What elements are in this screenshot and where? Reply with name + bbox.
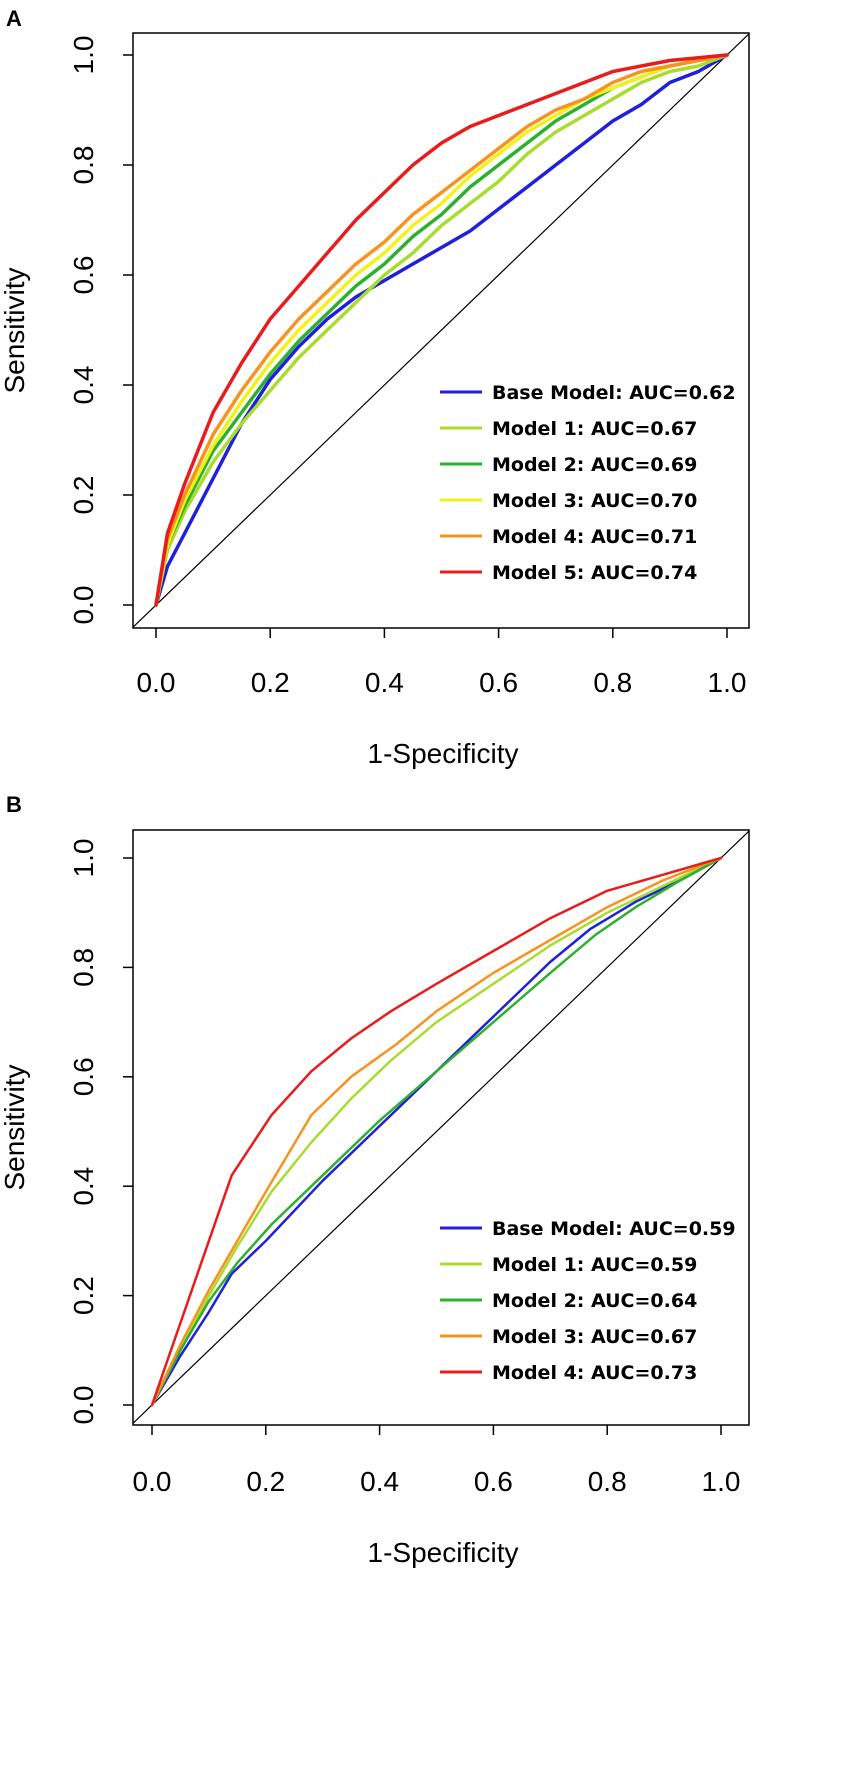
- x-tick-label: 0.4: [360, 1466, 399, 1497]
- y-axis-title: Sensitivity: [0, 1064, 30, 1190]
- legend-entry: Base Model: AUC=0.62: [492, 382, 736, 404]
- x-tick-label: 0.0: [137, 667, 176, 698]
- y-tick-label: 0.2: [68, 476, 99, 515]
- y-axis-title: Sensitivity: [0, 267, 30, 393]
- y-tick-label: 0.8: [68, 146, 99, 185]
- x-axis-title: 1-Specificity: [368, 738, 519, 769]
- panel-label: A: [6, 6, 22, 31]
- diagonal-reference-line: [132, 33, 750, 628]
- x-tick-label: 0.6: [479, 667, 518, 698]
- legend-entry: Model 1: AUC=0.59: [492, 1254, 697, 1276]
- panel-label: B: [6, 792, 22, 817]
- roc-curve-model-4: [150, 856, 723, 1407]
- legend-entry: Model 5: AUC=0.74: [492, 562, 697, 584]
- x-tick-label: 0.2: [251, 667, 290, 698]
- y-tick-label: 0.4: [68, 366, 99, 405]
- y-tick-label: 0.6: [68, 1057, 99, 1096]
- y-tick-label: 0.6: [68, 256, 99, 295]
- roc-curve-model-4: [154, 53, 729, 607]
- x-tick-label: 0.4: [365, 667, 404, 698]
- roc-curve-model-2: [150, 856, 723, 1407]
- x-tick-label: 1.0: [702, 1466, 741, 1497]
- x-tick-label: 0.0: [133, 1466, 172, 1497]
- x-tick-label: 0.2: [246, 1466, 285, 1497]
- plot-frame: [132, 829, 750, 1426]
- roc-curve-model-1: [150, 856, 723, 1407]
- x-tick-label: 0.8: [588, 1466, 627, 1497]
- legend-entry: Base Model: AUC=0.59: [492, 1218, 736, 1240]
- legend-entry: Model 3: AUC=0.70: [492, 490, 697, 512]
- roc-curve-base-model: [154, 53, 729, 607]
- legend-entry: Model 4: AUC=0.71: [492, 526, 697, 548]
- roc-curve-model-3: [154, 53, 729, 607]
- legend: Base Model: AUC=0.62 Model 1: AUC=0.67 Mod…: [440, 382, 736, 584]
- y-tick-label: 0.0: [68, 1386, 99, 1425]
- y-tick-label: 1.0: [68, 36, 99, 75]
- plot-frame: [132, 32, 750, 629]
- roc-curve-base-model: [150, 856, 723, 1407]
- roc-curve-model-1: [154, 53, 729, 607]
- y-tick-label: 0.8: [68, 948, 99, 987]
- diagonal-reference-line: [132, 830, 750, 1424]
- legend-entry: Model 2: AUC=0.64: [492, 1290, 697, 1312]
- y-tick-label: 0.0: [68, 586, 99, 625]
- legend-entry: Model 4: AUC=0.73: [492, 1362, 697, 1384]
- roc-curve-model-5: [154, 53, 729, 607]
- legend: Base Model: AUC=0.59 Model 1: AUC=0.59 Mod…: [440, 1218, 736, 1384]
- x-axis-title: 1-Specificity: [368, 1537, 519, 1568]
- legend-entry: Model 3: AUC=0.67: [492, 1326, 697, 1348]
- legend-entry: Model 1: AUC=0.67: [492, 418, 697, 440]
- roc-curve-model-3: [150, 856, 723, 1407]
- legend-entry: Model 2: AUC=0.69: [492, 454, 697, 476]
- x-tick-label: 0.8: [593, 667, 632, 698]
- x-tick-label: 0.6: [474, 1466, 513, 1497]
- y-tick-label: 0.4: [68, 1167, 99, 1206]
- roc-panel-b: B 0.0 0.2 0.4 0.6 0.8 1.0 0.0 0.2 0.4 0.6 0.8 1.0 1-S…: [0, 792, 750, 1568]
- roc-panel-a: A 0.0 0.2 0.4 0.6 0.8 1.0 0.0 0.2 0.4 0.6 0.8 1.0 1-S…: [0, 6, 750, 769]
- x-tick-label: 1.0: [708, 667, 747, 698]
- y-tick-label: 1.0: [68, 839, 99, 878]
- y-tick-label: 0.2: [68, 1276, 99, 1315]
